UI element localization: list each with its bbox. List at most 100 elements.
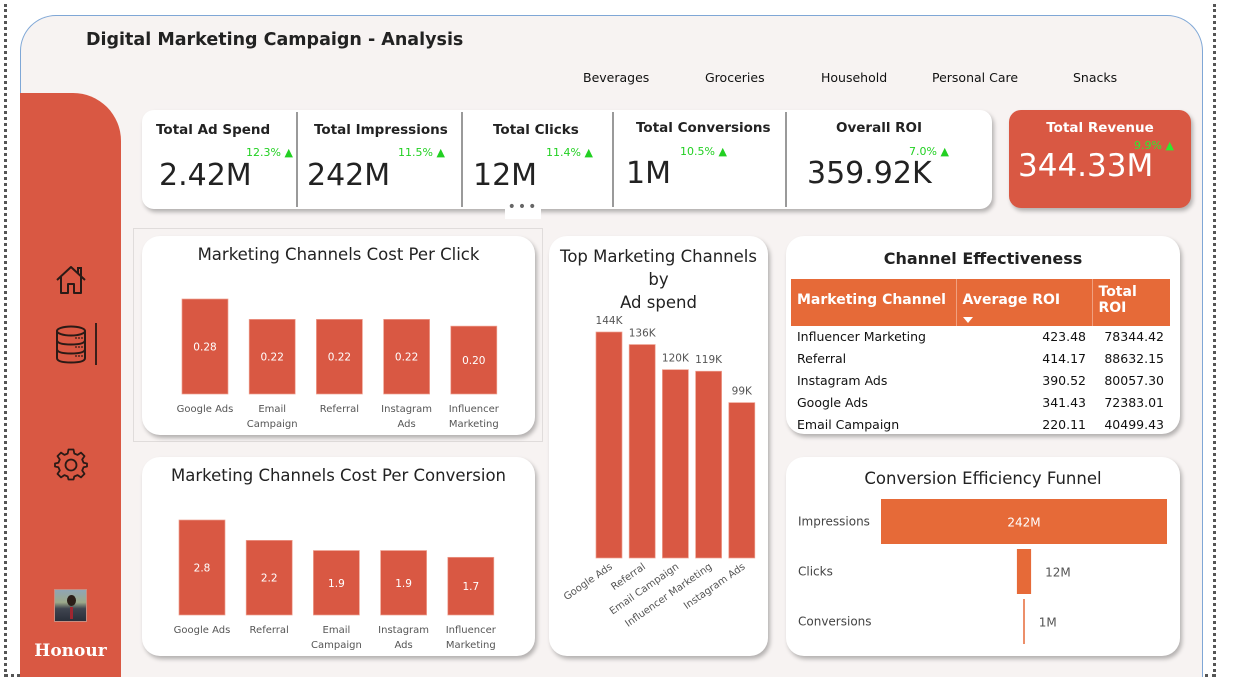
category-label: Marketing (446, 640, 496, 651)
slicer-item-snacks[interactable]: Snacks (1073, 70, 1118, 85)
kpi-label: Total Ad Spend (156, 122, 271, 138)
column-header-total-roi[interactable]: Total ROI (1092, 279, 1170, 326)
data-label: 2.8 (194, 563, 211, 575)
category-label: Email (323, 625, 351, 636)
kpi-value: 344.33M (1018, 148, 1154, 184)
cell-total-roi: 80057.30 (1104, 373, 1164, 388)
kpi-total-conversions[interactable]: Total Conversions 10.5% ▲ 1M (614, 110, 785, 209)
avatar[interactable] (54, 589, 87, 622)
cell-average-roi: 423.48 (1042, 329, 1086, 344)
kpi-label: Total Revenue (1046, 120, 1154, 136)
data-label: 0.20 (462, 355, 485, 367)
category-label: Campaign (247, 419, 298, 430)
kpi-delta: 10.5% ▲ (680, 145, 727, 158)
slicer-item-household[interactable]: Household (821, 70, 888, 85)
column-header-label: Average ROI (962, 292, 1061, 308)
cell-average-roi: 220.11 (1042, 417, 1086, 432)
bar[interactable] (450, 325, 498, 395)
chart-title-line: Ad spend (620, 293, 697, 312)
table-row[interactable]: Email Campaign 220.11 40499.43 (791, 414, 1170, 436)
bar[interactable] (728, 402, 756, 559)
category-label: Clicks (798, 565, 833, 579)
bar[interactable] (695, 370, 722, 559)
kpi-divider (461, 112, 463, 207)
category-label: Influencer (446, 625, 497, 636)
channel-effectiveness-table: Marketing Channel Average ROI Total ROI … (791, 279, 1170, 436)
bar[interactable] (248, 319, 296, 395)
category-label: Referral (320, 404, 359, 415)
funnel-bar[interactable] (1016, 549, 1032, 594)
cell-channel: Referral (797, 351, 847, 366)
bar[interactable] (178, 519, 226, 616)
kpi-strip: Total Ad Spend 12.3% ▲ 2.42M Total Impre… (142, 110, 992, 209)
category-label: Instagram Ads (682, 561, 748, 611)
bar[interactable] (245, 540, 293, 616)
table-row[interactable]: Influencer Marketing 423.48 78344.42 (791, 326, 1170, 348)
cell-total-roi: 88632.15 (1104, 351, 1164, 366)
sidebar: Honour (20, 93, 121, 677)
data-label: 0.28 (193, 342, 216, 354)
avatar-head (67, 595, 76, 606)
user-name: Honour (34, 641, 107, 661)
channel-effectiveness-card[interactable]: Channel Effectiveness Marketing Channel … (786, 236, 1180, 434)
slicer-item-groceries[interactable]: Groceries (705, 70, 765, 85)
cpconv-chart-card[interactable]: Marketing Channels Cost Per Conversion 2… (142, 457, 535, 656)
adspend-chart-card[interactable]: Top Marketing Channels by Ad spend 144K G… (549, 236, 768, 656)
column-header-average-roi[interactable]: Average ROI (956, 279, 1093, 326)
cpc-chart-card[interactable]: Marketing Channels Cost Per Click 0.28 Go… (142, 236, 535, 435)
slicer-item-personal-care[interactable]: Personal Care (932, 70, 1019, 85)
table-row[interactable]: Referral 414.17 88632.15 (791, 348, 1170, 370)
kpi-divider (612, 112, 614, 207)
kpi-total-revenue[interactable]: Total Revenue 9.9% ▲ 344.33M (1009, 110, 1191, 208)
table-header-row: Marketing Channel Average ROI Total ROI (791, 279, 1170, 326)
category-label: Ads (397, 419, 415, 430)
table-row[interactable]: Instagram Ads 390.52 80057.30 (791, 370, 1170, 392)
kpi-overall-roi[interactable]: Overall ROI 7.0% ▲ 359.92K (787, 110, 992, 209)
cpconv-chart: 2.8 Google Ads 2.2 Referral 1.9 Email Campaign… (174, 519, 497, 651)
data-label: 1.9 (328, 578, 345, 590)
cell-average-roi: 341.43 (1042, 395, 1086, 410)
more-options-button[interactable]: ••• (505, 199, 541, 219)
category-label: Google Ads (174, 625, 231, 636)
bar[interactable] (447, 556, 495, 616)
slicer-item-beverages[interactable]: Beverages (583, 70, 650, 85)
bar[interactable] (628, 344, 656, 559)
cell-average-roi: 414.17 (1042, 351, 1086, 366)
funnel-bar[interactable] (1023, 599, 1025, 644)
table-row[interactable]: Google Ads 341.43 72383.01 (791, 392, 1170, 414)
cell-channel: Instagram Ads (797, 373, 888, 388)
kpi-total-clicks[interactable]: Total Clicks 11.4% ▲ 12M (463, 110, 613, 209)
funnel-chart-card[interactable]: Conversion Efficiency Funnel Impressions… (786, 457, 1180, 656)
column-header-marketing-channel[interactable]: Marketing Channel (791, 279, 957, 326)
bar[interactable] (380, 550, 427, 616)
cell-channel: Google Ads (797, 395, 868, 410)
data-label: 144K (596, 315, 624, 327)
nav-home[interactable] (54, 263, 88, 297)
nav-data[interactable] (54, 325, 88, 364)
bar[interactable] (313, 550, 360, 616)
bar[interactable] (181, 298, 229, 395)
category-label: Instagram (378, 625, 429, 636)
category-label: Referral (250, 625, 289, 636)
bar[interactable] (316, 319, 363, 395)
bar[interactable] (383, 319, 430, 395)
kpi-delta: 12.3% ▲ (246, 146, 293, 159)
cell-channel: Email Campaign (797, 417, 900, 432)
kpi-delta: 11.5% ▲ (398, 146, 445, 159)
funnel-bar[interactable] (881, 499, 1167, 544)
cell-channel: Influencer Marketing (797, 329, 926, 344)
kpi-total-impressions[interactable]: Total Impressions 11.5% ▲ 242M (298, 110, 462, 209)
chart-title: Marketing Channels Cost Per Conversion (170, 466, 507, 485)
kpi-total-ad-spend[interactable]: Total Ad Spend 12.3% ▲ 2.42M (142, 110, 296, 209)
data-label: 1.7 (462, 581, 479, 593)
nav-settings[interactable] (54, 448, 88, 482)
cell-total-roi: 78344.42 (1104, 329, 1164, 344)
bar[interactable] (662, 369, 689, 559)
gear-icon (54, 448, 88, 481)
category-label: Email (258, 404, 286, 415)
page-title: Digital Marketing Campaign - Analysis (86, 30, 464, 50)
bar[interactable] (595, 331, 623, 559)
active-nav-indicator (95, 323, 97, 365)
data-label: 0.22 (328, 352, 351, 364)
sort-descending-icon (962, 317, 973, 323)
